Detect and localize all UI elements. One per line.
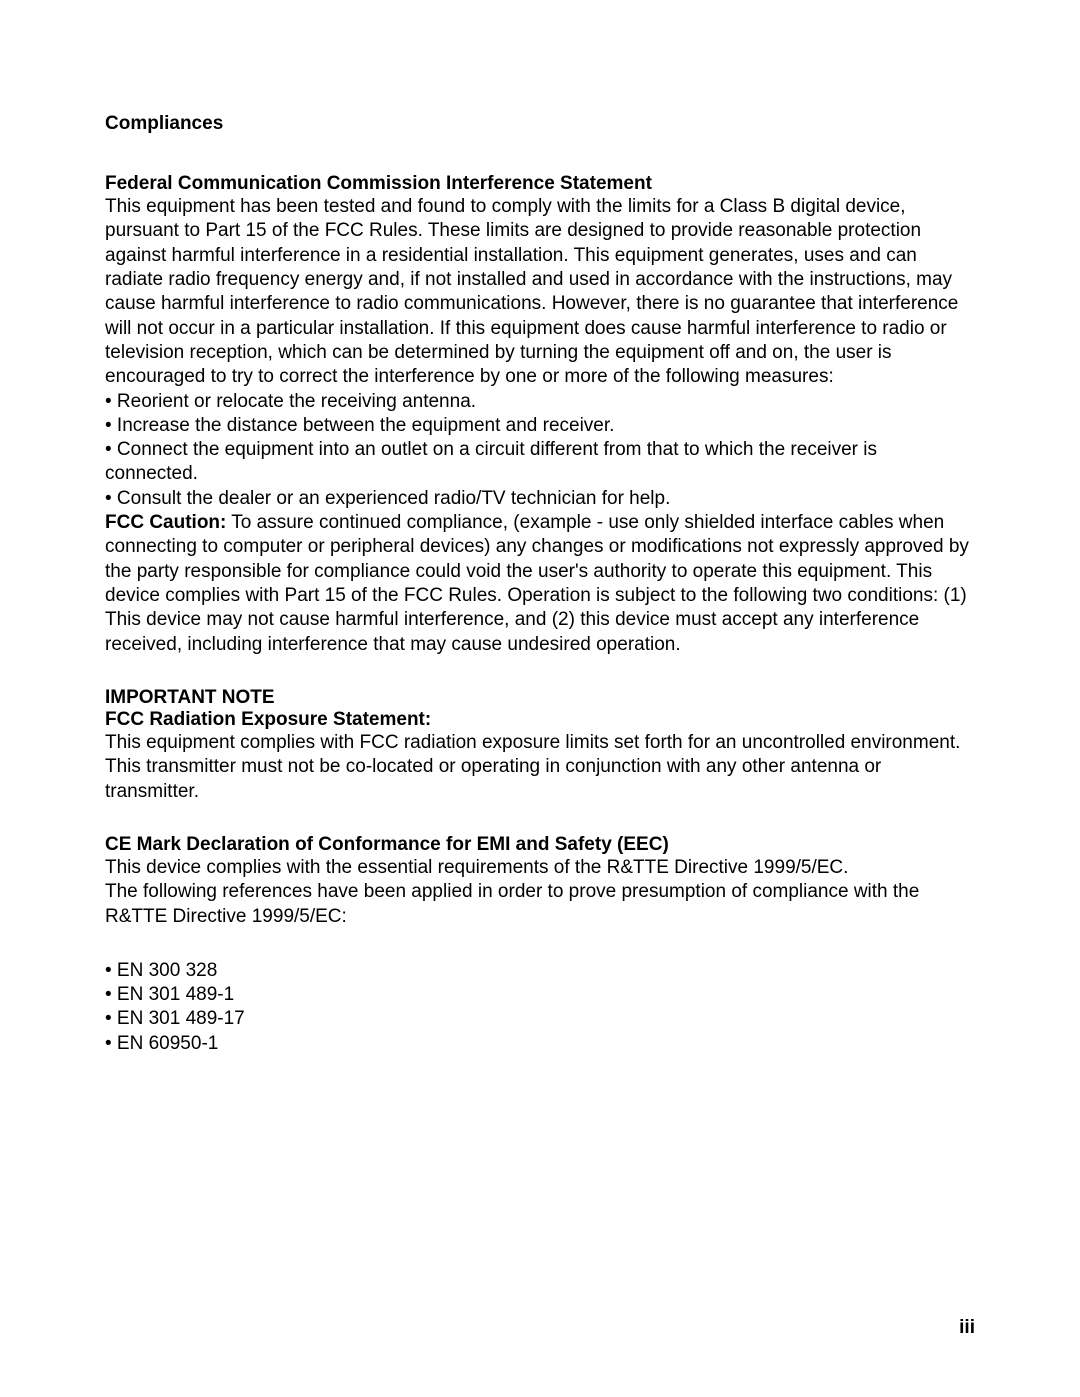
ce-line2: The following references have been appli… xyxy=(105,880,975,929)
fcc-caution-text: To assure continued compliance, (example… xyxy=(105,512,969,655)
ce-heading: CE Mark Declaration of Conformance for E… xyxy=(105,834,975,856)
fcc-caution-label: FCC Caution: xyxy=(105,512,226,533)
page-number: iii xyxy=(959,1317,975,1339)
ce-bullet-2: • EN 301 489-1 xyxy=(105,983,975,1007)
ce-bullet-4: • EN 60950-1 xyxy=(105,1032,975,1056)
fcc-bullet-3: • Connect the equipment into an outlet o… xyxy=(105,438,975,487)
fcc-heading: Federal Communication Commission Interfe… xyxy=(105,173,975,195)
important-note-heading: IMPORTANT NOTE xyxy=(105,687,975,709)
compliances-title: Compliances xyxy=(105,113,975,135)
ce-bullet-1: • EN 300 328 xyxy=(105,959,975,983)
ce-bullet-3: • EN 301 489-17 xyxy=(105,1007,975,1031)
fcc-bullet-2: • Increase the distance between the equi… xyxy=(105,414,975,438)
document-page: Compliances Federal Communication Commis… xyxy=(0,0,1080,1397)
ce-line1: This device complies with the essential … xyxy=(105,856,975,880)
radiation-subheading: FCC Radiation Exposure Statement: xyxy=(105,709,975,731)
fcc-bullet-4: • Consult the dealer or an experienced r… xyxy=(105,487,975,511)
fcc-caution: FCC Caution: To assure continued complia… xyxy=(105,511,975,657)
radiation-body: This equipment complies with FCC radiati… xyxy=(105,731,975,804)
fcc-intro: This equipment has been tested and found… xyxy=(105,195,975,390)
fcc-bullet-1: • Reorient or relocate the receiving ant… xyxy=(105,390,975,414)
